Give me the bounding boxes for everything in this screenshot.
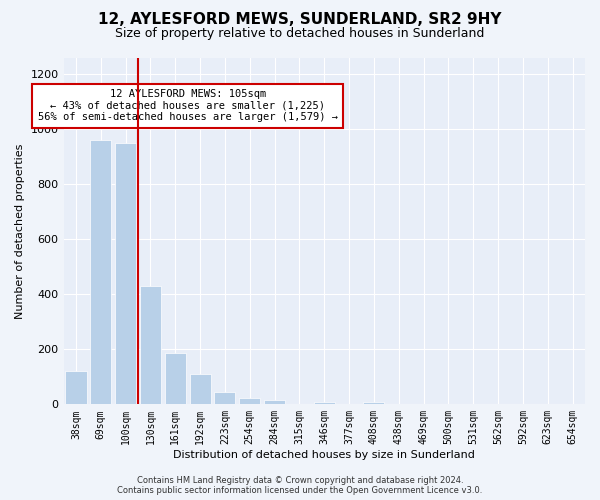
Bar (165, 354, 186, 405)
Bar (314, 402, 335, 404)
Text: Contains HM Land Registry data © Crown copyright and database right 2024.
Contai: Contains HM Land Registry data © Crown c… (118, 476, 482, 495)
Bar (190, 374, 211, 404)
Bar (65, 372, 86, 404)
Text: 12 AYLESFORD MEWS: 105sqm
← 43% of detached houses are smaller (1,225)
56% of se: 12 AYLESFORD MEWS: 105sqm ← 43% of detac… (38, 89, 338, 122)
Bar (90, 140, 112, 404)
Bar (264, 400, 285, 404)
Text: Size of property relative to detached houses in Sunderland: Size of property relative to detached ho… (115, 28, 485, 40)
Bar (214, 392, 235, 404)
Bar (364, 402, 385, 404)
Bar (115, 143, 136, 405)
Bar (140, 286, 161, 405)
Y-axis label: Number of detached properties: Number of detached properties (15, 143, 25, 318)
Text: 12, AYLESFORD MEWS, SUNDERLAND, SR2 9HY: 12, AYLESFORD MEWS, SUNDERLAND, SR2 9HY (98, 12, 502, 28)
X-axis label: Distribution of detached houses by size in Sunderland: Distribution of detached houses by size … (173, 450, 475, 460)
Bar (239, 398, 260, 404)
